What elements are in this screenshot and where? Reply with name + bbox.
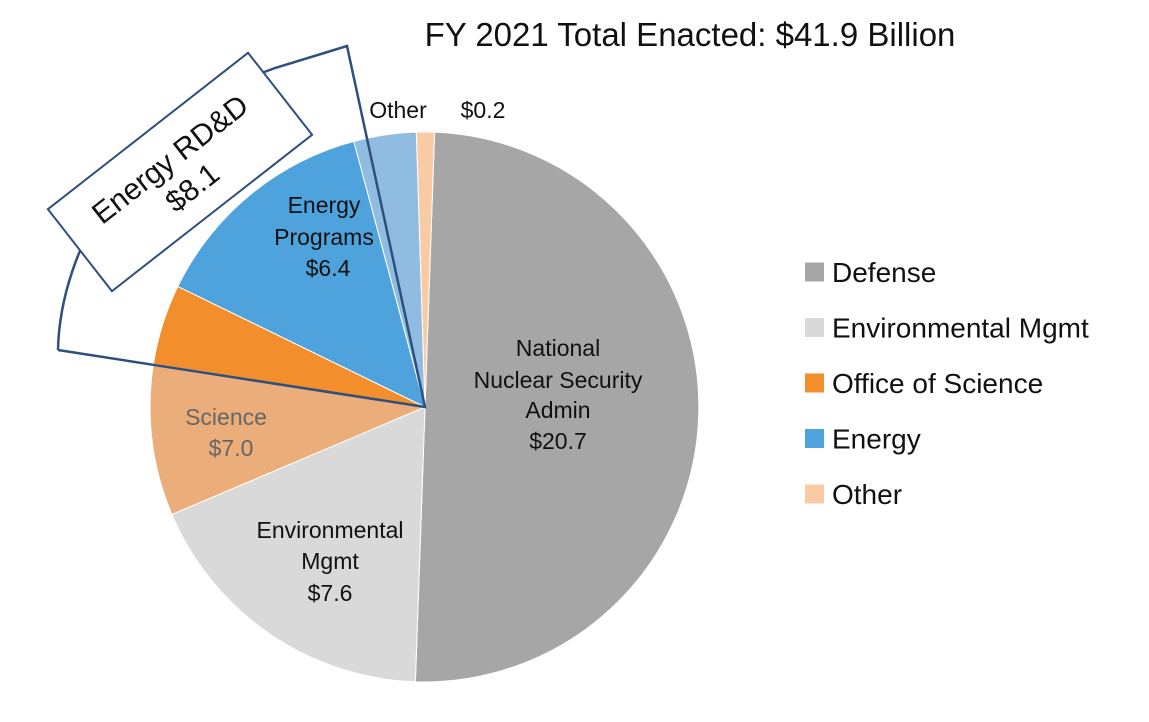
pie-slices: [149, 131, 700, 683]
legend-label-defense: Defense: [832, 257, 936, 288]
legend-label-office-of-science: Office of Science: [832, 368, 1043, 399]
label-other-name: Other: [369, 97, 427, 123]
label-em: Environmental Mgmt $7.6: [256, 517, 403, 606]
legend-swatch-energy: [805, 429, 824, 448]
label-nnsa-line-2: Nuclear Security: [474, 367, 643, 393]
legend-label-other: Other: [832, 479, 902, 510]
label-nnsa: National Nuclear Security Admin $20.7: [474, 335, 643, 454]
slice-science: [149, 363, 427, 516]
label-energy-line-1: Energy: [288, 192, 361, 218]
label-energy-line-2: Programs: [274, 224, 374, 250]
label-nnsa-line-1: National: [516, 335, 600, 361]
label-em-value: $7.6: [308, 580, 353, 606]
label-science-value: $7.0: [209, 435, 254, 461]
legend-swatch-other: [805, 484, 824, 504]
chart-title: FY 2021 Total Enacted: $41.9 Billion: [425, 16, 956, 53]
slice-defense: [414, 131, 700, 683]
legend-swatch-defense: [805, 262, 824, 282]
label-nnsa-value: $20.7: [529, 428, 587, 454]
label-science-line-1: Science: [185, 404, 267, 430]
legend: Defense Environmental Mgmt Office of Scien…: [805, 257, 1089, 510]
slice-other: [415, 131, 436, 408]
label-em-line-1: Environmental: [256, 517, 403, 543]
slice-energy-programs: [177, 140, 426, 408]
legend-swatch-office-of-science: [805, 373, 824, 393]
label-energy: Energy Programs $6.4: [274, 192, 374, 281]
legend-label-energy: Energy: [832, 424, 921, 455]
label-science: Science $7.0: [185, 404, 267, 461]
label-em-line-2: Mgmt: [301, 548, 359, 574]
legend-swatch-environmental-mgmt: [805, 318, 824, 337]
label-energy-value: $6.4: [306, 255, 351, 281]
callout-box-frame: [46, 51, 314, 293]
label-nnsa-line-3: Admin: [525, 397, 590, 423]
legend-label-environmental-mgmt: Environmental Mgmt: [832, 313, 1089, 344]
label-other: Other $0.2: [369, 97, 505, 123]
label-other-value: $0.2: [461, 97, 506, 123]
slice-environmental-mgmt: [171, 406, 426, 683]
